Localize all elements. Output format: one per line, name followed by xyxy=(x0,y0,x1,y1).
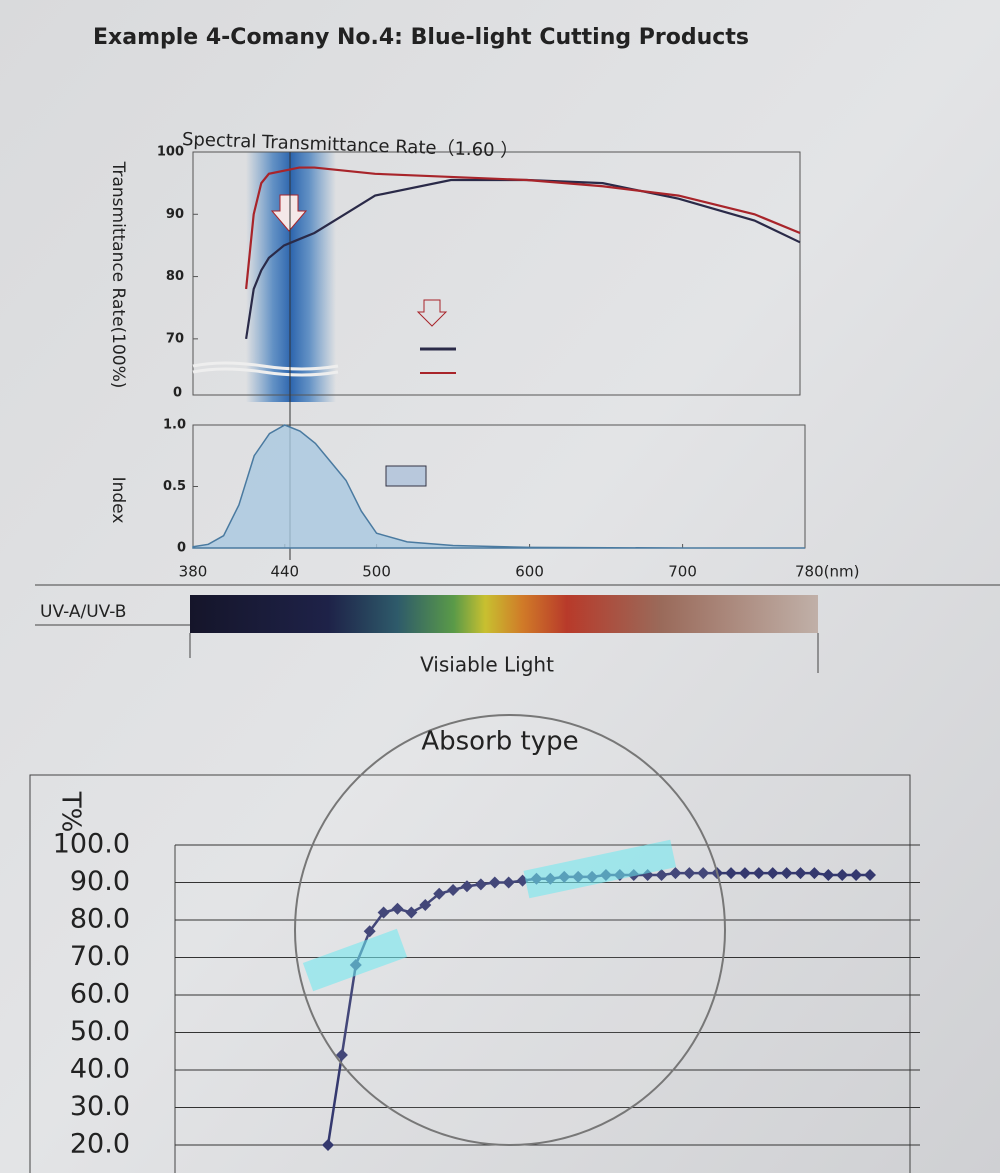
point xyxy=(822,869,835,881)
x-tick-label: 700 xyxy=(668,563,697,581)
axis-break-label: 0 xyxy=(173,386,182,401)
point xyxy=(794,867,807,880)
spectrum-label: Visiable Light xyxy=(420,653,554,677)
point xyxy=(335,1049,348,1061)
page-title: Example 4-Comany No.4: Blue-light Cuttin… xyxy=(93,25,749,50)
point xyxy=(864,869,876,881)
y-tick-label: 80 xyxy=(166,269,184,284)
y-tick-label: 0.5 xyxy=(163,479,186,494)
point xyxy=(391,902,404,915)
arrow-icon xyxy=(416,299,448,327)
point xyxy=(683,867,696,880)
spectrum-bar xyxy=(190,595,818,633)
x-tick-label: 500 xyxy=(362,563,391,581)
point xyxy=(377,906,390,919)
y-tick-label: 50.0 xyxy=(70,1016,130,1047)
point xyxy=(808,867,821,880)
point xyxy=(697,867,710,880)
y-tick-label: 20.0 xyxy=(70,1129,130,1160)
y-tick-label: 100 xyxy=(157,145,184,160)
y-tick-label: 80.0 xyxy=(70,904,130,935)
point xyxy=(447,884,460,896)
point xyxy=(780,867,793,880)
y-tick-label: 90 xyxy=(166,207,184,222)
blue-band xyxy=(246,152,336,402)
spectrum-left-label: UV-A/UV-B xyxy=(40,602,126,622)
plot-frame xyxy=(192,151,801,396)
y-axis-label: Index xyxy=(108,477,128,524)
point xyxy=(322,1139,334,1151)
legend-swatch xyxy=(385,465,427,487)
point xyxy=(488,876,501,889)
arrow-icon xyxy=(270,194,308,232)
x-tick-label: 600 xyxy=(515,563,544,581)
point xyxy=(655,869,668,881)
y-tick-label: 30.0 xyxy=(70,1091,130,1122)
point xyxy=(363,925,376,938)
y-tick-label: 1.0 xyxy=(163,418,186,433)
series-line xyxy=(245,166,801,290)
y-tick-label: 40.0 xyxy=(70,1054,130,1085)
y-tick-label: 70 xyxy=(166,331,184,346)
point xyxy=(836,869,849,881)
x-tick-label: 440 xyxy=(270,563,299,581)
y-tick-label: 0 xyxy=(177,541,186,556)
y-axis-label: T% xyxy=(56,791,86,833)
area xyxy=(192,424,805,549)
x-tick-label: 780(nm) xyxy=(795,563,859,581)
point xyxy=(433,887,446,900)
point xyxy=(850,869,863,881)
point xyxy=(419,899,432,911)
point xyxy=(460,880,473,893)
point xyxy=(738,867,751,880)
point xyxy=(474,878,487,891)
y-tick-label: 70.0 xyxy=(70,941,130,972)
axis-break xyxy=(192,361,339,377)
point xyxy=(502,876,515,889)
point xyxy=(725,867,738,880)
point xyxy=(669,867,682,880)
lens xyxy=(294,714,726,1146)
point xyxy=(752,867,765,880)
chart-title: Absorb type xyxy=(421,727,578,757)
rule xyxy=(189,633,819,673)
chart-frame xyxy=(29,774,911,1173)
y-axis-label: Transmittance Rate(100%) xyxy=(108,161,128,389)
glare xyxy=(302,839,677,992)
y-tick-label: 90.0 xyxy=(70,866,130,897)
point xyxy=(766,867,779,880)
y-tick-label: 100.0 xyxy=(53,829,130,860)
y-tick-label: 60.0 xyxy=(70,979,130,1010)
point xyxy=(405,906,418,919)
x-tick-label: 380 xyxy=(179,563,208,581)
